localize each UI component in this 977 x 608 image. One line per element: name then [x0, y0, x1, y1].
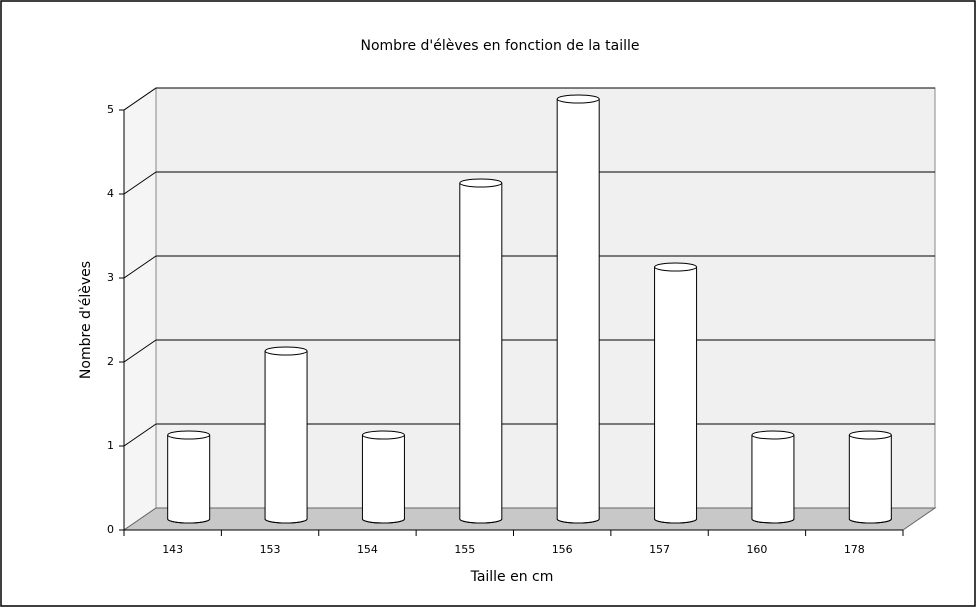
x-axis-label: Taille en cm [470, 569, 554, 585]
bar-body [459, 183, 502, 519]
bar-body [849, 435, 892, 519]
y-tick-label: 5 [107, 103, 114, 116]
side-wall [123, 87, 157, 531]
bar-top [848, 430, 892, 440]
bar-bottom-front [361, 518, 405, 524]
x-tick-label: 156 [552, 543, 573, 556]
bar-top [361, 430, 405, 440]
bar [167, 430, 211, 524]
grid-line [123, 171, 157, 195]
x-tick-label: 155 [454, 543, 475, 556]
bar-body [265, 351, 308, 519]
bar-bottom-front [556, 518, 600, 524]
x-tick-label: 160 [746, 543, 767, 556]
y-tick-label: 0 [107, 523, 114, 536]
bar-body [654, 267, 697, 519]
x-tick-label: 157 [649, 543, 670, 556]
bar-body [557, 99, 600, 519]
bar [264, 346, 308, 524]
bar-bottom-front [751, 518, 795, 524]
y-tick-label: 4 [107, 187, 114, 200]
bar-body [362, 435, 405, 519]
x-tick-label: 143 [162, 543, 183, 556]
x-tick-label: 154 [357, 543, 378, 556]
bar-top [264, 346, 308, 356]
y-tick-label: 1 [107, 439, 114, 452]
bar [361, 430, 405, 524]
bar-bottom-front [654, 518, 698, 524]
bar-bottom-front [264, 518, 308, 524]
x-tick-label: 178 [844, 543, 865, 556]
floor [122, 507, 937, 531]
bar-bottom-front [167, 518, 211, 524]
bar-body [751, 435, 794, 519]
bar [556, 94, 600, 524]
bar-bottom-front [459, 518, 503, 524]
grid-line [123, 339, 157, 363]
chart-title: Nombre d'élèves en fonction de la taille [360, 38, 639, 54]
bar-body [167, 435, 210, 519]
y-tick-label: 3 [107, 271, 114, 284]
bar-top [751, 430, 795, 440]
bar-top [556, 94, 600, 104]
y-axis-label: Nombre d'élèves [78, 261, 94, 379]
bar-bottom-front [848, 518, 892, 524]
bar [459, 178, 503, 524]
grid-line [123, 87, 157, 111]
grid-line [123, 423, 157, 447]
grid-line [123, 255, 157, 279]
bar [751, 430, 795, 524]
x-tick-label: 153 [260, 543, 281, 556]
bar-top [459, 178, 503, 188]
bar-top [654, 262, 698, 272]
bar [848, 430, 892, 524]
y-tick-label: 2 [107, 355, 114, 368]
bar-top [167, 430, 211, 440]
bar [654, 262, 698, 524]
